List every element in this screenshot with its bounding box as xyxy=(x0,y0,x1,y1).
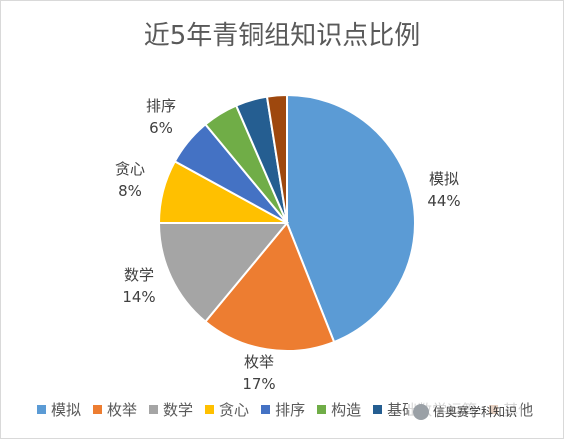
data-label-2: 枚举 17% xyxy=(242,353,275,393)
data-label-4: 贪心 8% xyxy=(115,160,145,200)
legend-label: 贪心 xyxy=(219,400,250,419)
data-label-percent: 44% xyxy=(427,192,460,210)
legend-item-1: 模拟 xyxy=(37,399,81,420)
legend-label: 数学 xyxy=(163,400,194,419)
legend-item-3: 数学 xyxy=(149,399,193,420)
watermark-text: 信奥赛学科知识 xyxy=(433,405,518,419)
legend-item-6: 构造 xyxy=(317,399,361,420)
data-label-percent: 6% xyxy=(149,119,173,137)
pie-slice-8 xyxy=(265,93,288,224)
legend-label: 构造 xyxy=(331,400,362,419)
legend-swatch xyxy=(317,404,327,414)
data-label-category: 排序 xyxy=(146,97,176,115)
legend-swatch xyxy=(149,404,159,414)
pie-slice-3 xyxy=(157,222,290,324)
legend-label: 枚举 xyxy=(107,400,138,419)
pie-slice-2 xyxy=(204,221,336,352)
legend-item-2: 枚举 xyxy=(93,399,137,420)
legend-swatch xyxy=(373,404,383,414)
data-label-percent: 8% xyxy=(118,182,142,200)
data-label-category: 模拟 xyxy=(429,170,459,188)
legend-item-5: 排序 xyxy=(261,399,305,420)
data-label-5: 排序 6% xyxy=(146,97,176,137)
data-label-category: 数学 xyxy=(124,266,154,284)
data-label-category: 枚举 xyxy=(244,353,274,371)
legend-swatch xyxy=(205,404,215,414)
legend-label: 模拟 xyxy=(51,400,82,419)
data-label-1: 模拟 44% xyxy=(427,170,460,210)
data-label-percent: 17% xyxy=(242,375,275,393)
legend-label: 排序 xyxy=(275,400,306,419)
legend-swatch xyxy=(93,404,103,414)
data-label-category: 贪心 xyxy=(115,160,145,178)
data-label-percent: 14% xyxy=(122,288,155,306)
legend-item-4: 贪心 xyxy=(205,399,249,420)
data-label-3: 数学 14% xyxy=(122,266,155,306)
wechat-icon xyxy=(413,403,429,420)
legend-swatch xyxy=(261,404,271,414)
legend-swatch xyxy=(37,404,46,414)
watermark: 信奥赛学科知识 xyxy=(409,402,522,421)
pie-slice-1 xyxy=(286,93,416,344)
chart-title: 近5年青铜组知识点比例 xyxy=(143,21,421,51)
